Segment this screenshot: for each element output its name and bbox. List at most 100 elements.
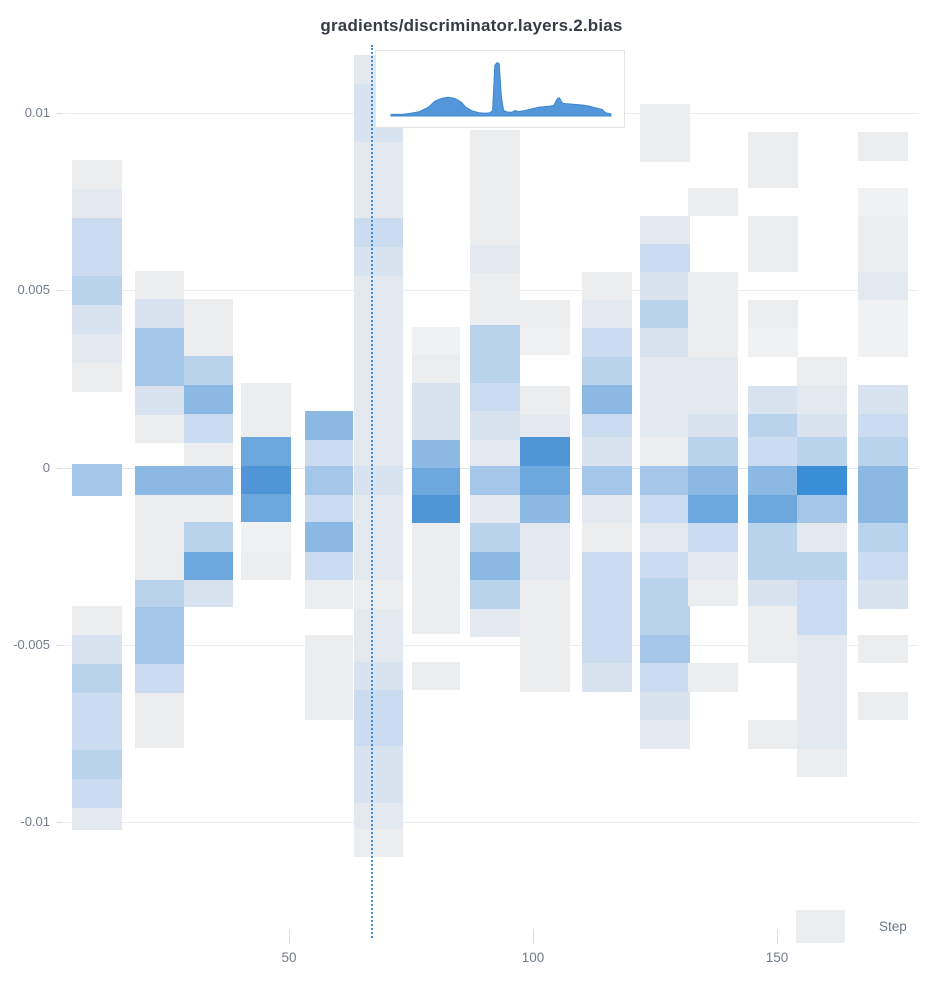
histogram-cell xyxy=(470,217,520,245)
histogram-cell xyxy=(135,722,184,748)
histogram-cell xyxy=(748,414,798,437)
histogram-cell xyxy=(520,415,570,437)
histogram-cell xyxy=(858,216,908,244)
histogram-cell xyxy=(688,580,738,606)
histogram-cell xyxy=(72,779,122,808)
histogram-cell xyxy=(858,635,908,663)
histogram-cell xyxy=(72,247,122,276)
histogram-cell xyxy=(640,385,690,414)
histogram-cell xyxy=(640,720,690,749)
histogram-cell xyxy=(470,466,520,495)
histogram-cell xyxy=(72,693,122,722)
histogram-cell xyxy=(354,199,403,218)
tooltip-histogram-chart xyxy=(390,61,612,117)
histogram-cell xyxy=(184,299,233,328)
histogram-cell xyxy=(72,363,122,392)
histogram-cell xyxy=(858,552,908,580)
histogram-cell xyxy=(858,272,908,300)
histogram-cell xyxy=(520,609,570,637)
histogram-cell xyxy=(184,552,233,580)
histogram-cell xyxy=(354,363,403,392)
histogram-cell xyxy=(582,272,632,300)
histogram-cell xyxy=(797,495,847,523)
histogram-cell xyxy=(688,663,738,692)
histogram-cell xyxy=(748,466,798,495)
histogram-cell xyxy=(412,355,460,383)
histogram-cell xyxy=(797,580,847,606)
histogram-cell xyxy=(135,522,184,552)
histogram-cell xyxy=(72,722,122,750)
histogram-cell xyxy=(184,466,233,495)
y-tick-label: 0.01 xyxy=(24,105,50,120)
histogram-cell xyxy=(797,606,847,635)
histogram-cell xyxy=(354,276,403,305)
histogram-cell xyxy=(582,357,632,385)
histogram-cell xyxy=(135,495,184,522)
histogram-cell xyxy=(748,386,798,414)
histogram-cell xyxy=(748,300,798,328)
histogram-cell xyxy=(354,142,403,171)
histogram-cell xyxy=(241,466,291,494)
histogram-cell xyxy=(412,383,460,412)
histogram-cell xyxy=(688,437,738,466)
x-tick-mark xyxy=(289,929,290,944)
histogram-cell xyxy=(470,273,520,301)
histogram-cell xyxy=(354,690,403,718)
histogram-cell xyxy=(72,606,122,635)
histogram-cell xyxy=(748,606,798,635)
histogram-cell xyxy=(135,386,184,415)
histogram-cell xyxy=(412,607,460,634)
histogram-cell xyxy=(184,385,233,414)
histogram-cell xyxy=(470,325,520,355)
histogram-cell xyxy=(748,523,798,552)
histogram-cell xyxy=(354,580,403,609)
histogram-cell xyxy=(305,411,353,440)
histogram-cell xyxy=(797,437,847,466)
histogram-cell xyxy=(640,300,690,328)
histogram-cell xyxy=(582,580,632,606)
histogram-cell xyxy=(184,495,233,522)
histogram-cell xyxy=(135,607,184,635)
histogram-cell xyxy=(412,440,460,468)
histogram-cell xyxy=(748,635,798,663)
histogram-cell xyxy=(412,662,460,690)
histogram-cell xyxy=(688,328,738,357)
histogram-cell xyxy=(640,272,690,300)
histogram-cell xyxy=(582,663,632,692)
histogram-cell xyxy=(72,464,122,496)
histogram-cell xyxy=(688,188,738,216)
histogram-cell xyxy=(184,328,233,356)
histogram-cell xyxy=(470,188,520,217)
histogram-cell xyxy=(520,523,570,552)
y-tick-mark xyxy=(56,468,63,469)
histogram-cell xyxy=(354,718,403,746)
histogram-cell xyxy=(412,495,460,523)
histogram-cell xyxy=(582,495,632,523)
histogram-cell xyxy=(640,104,690,133)
histogram-cell xyxy=(640,635,690,663)
histogram-cell xyxy=(520,666,570,692)
histogram-cell xyxy=(582,466,632,495)
histogram-cell xyxy=(797,357,847,385)
histogram-cell xyxy=(72,218,122,247)
histogram-cell xyxy=(470,301,520,325)
histogram-cell xyxy=(305,522,353,552)
x-tick-label: 150 xyxy=(765,950,789,965)
histogram-cell xyxy=(858,466,908,495)
x-tick-label: 50 xyxy=(281,950,297,965)
histogram-cell xyxy=(412,412,460,440)
histogram-cell xyxy=(858,437,908,466)
histogram-cell xyxy=(241,412,291,437)
histogram-cell xyxy=(640,552,690,578)
histogram-cell xyxy=(354,218,403,247)
y-tick-label: 0.005 xyxy=(17,282,50,297)
histogram-cell xyxy=(688,357,738,385)
histogram-cell xyxy=(354,421,403,450)
histogram-cell xyxy=(72,808,122,830)
histogram-cell xyxy=(688,523,738,552)
histogram-cell xyxy=(640,244,690,272)
histogram-cell xyxy=(688,495,738,523)
histogram-cell xyxy=(748,132,798,160)
histogram-cell xyxy=(241,522,291,552)
